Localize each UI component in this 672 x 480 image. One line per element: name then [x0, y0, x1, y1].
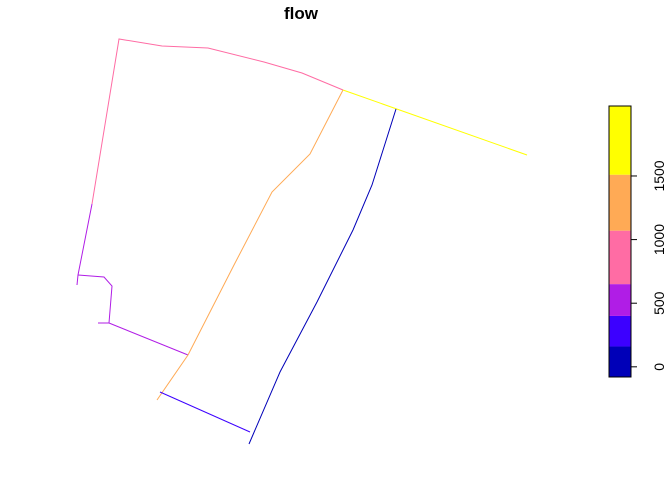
- chart-title: flow: [284, 4, 319, 23]
- legend-tick-label: 500: [651, 291, 667, 315]
- flow-network: [76, 38, 528, 445]
- legend-tick-label: 1000: [651, 224, 667, 255]
- legend-bin-1: [609, 346, 631, 377]
- flow-segment-3: [77, 274, 113, 324]
- legend-tick-label: 0: [651, 363, 667, 371]
- color-legend: 0 500 1000 1500: [608, 105, 667, 378]
- flow-segment-2: [76, 203, 93, 286]
- legend-bin-6: [609, 106, 631, 175]
- flow-segment-1: [91, 38, 344, 205]
- flow-segment-5: [156, 89, 344, 401]
- legend-tick-label: 1500: [651, 160, 667, 191]
- flow-segment-7: [248, 108, 397, 445]
- legend-bin-5: [609, 174, 631, 231]
- legend-bin-3: [609, 284, 631, 316]
- flow-segment-8: [159, 391, 251, 433]
- legend-bin-4: [609, 230, 631, 285]
- flow-segment-6: [342, 89, 528, 156]
- legend-frame: [608, 105, 632, 378]
- flow-segment-4: [108, 322, 189, 356]
- legend-bin-2: [609, 315, 631, 347]
